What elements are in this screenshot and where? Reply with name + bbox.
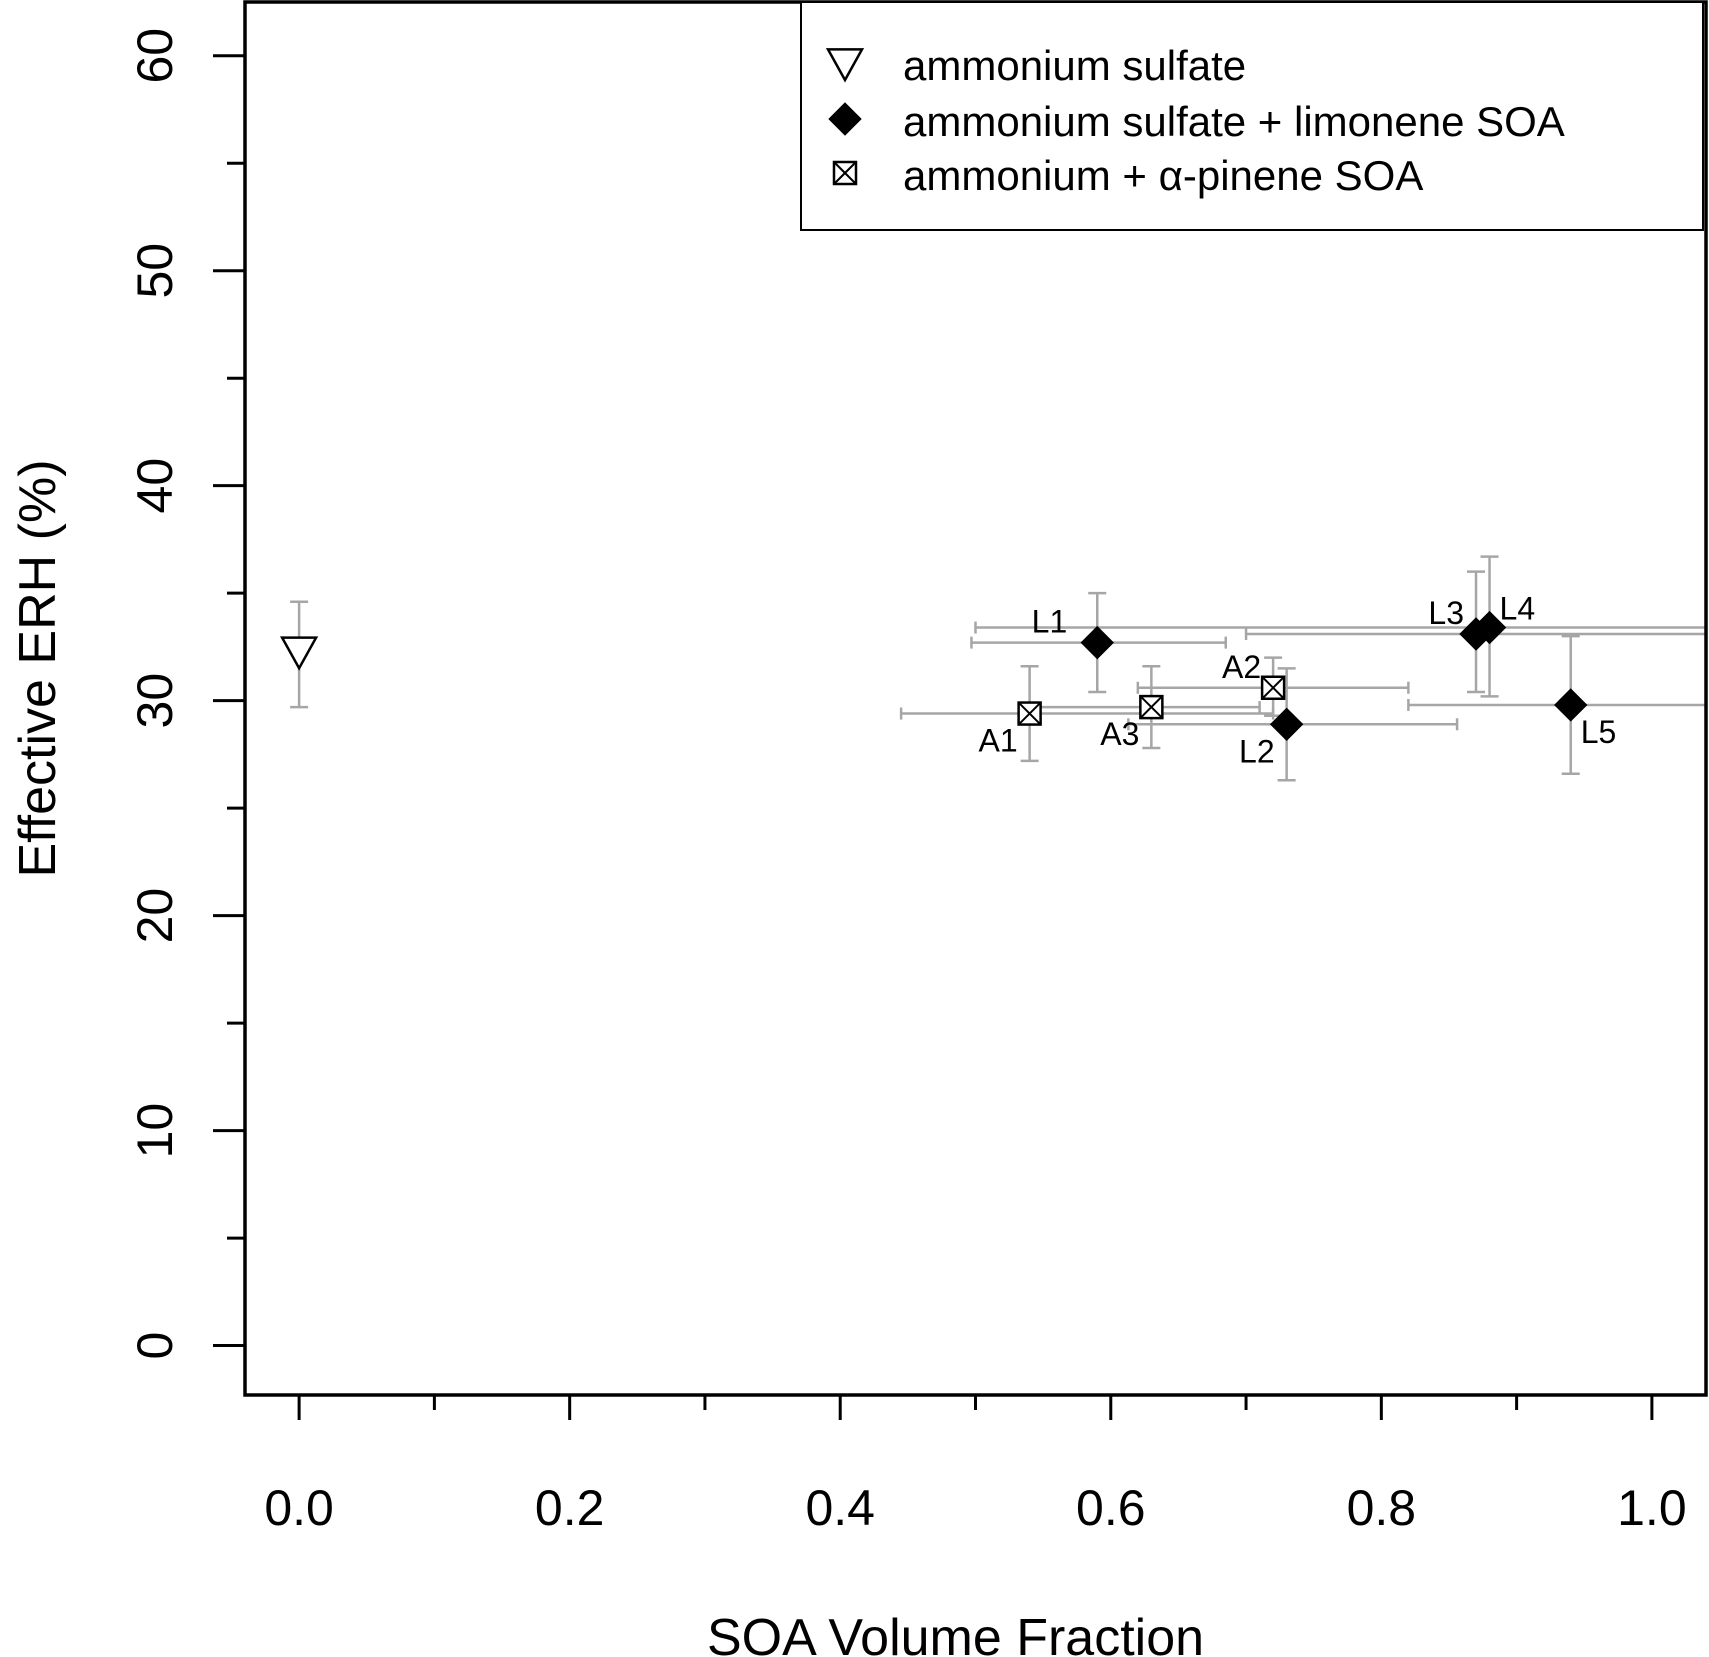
point-label-a1: A1 (978, 723, 1017, 759)
data-point (1554, 688, 1588, 722)
point-label-a2: A2 (1222, 649, 1261, 685)
legend-box (800, 1, 1704, 231)
y-tick-label: 30 (127, 673, 183, 729)
data-point (1269, 707, 1304, 742)
data-point-cross (1139, 695, 1164, 719)
y-axis-title: Effective ERH (%) (9, 459, 67, 877)
point-label-l1: L1 (1032, 604, 1068, 640)
x-tick-label: 0.0 (264, 1480, 334, 1536)
x-tick-label: 0.8 (1347, 1480, 1417, 1536)
point-label-l2: L2 (1239, 733, 1275, 769)
y-tick-label: 60 (127, 28, 183, 84)
x-tick-label: 1.0 (1617, 1480, 1687, 1536)
data-markers (279, 610, 1588, 742)
point-label-a3: A3 (1100, 716, 1139, 752)
data-point (1472, 610, 1507, 645)
legend-entry: ammonium sulfate (903, 42, 1246, 89)
legend: ammonium sulfate ammonium sulfate + limon… (800, 1, 1704, 231)
legend-entry: ammonium + α-pinene SOA (903, 152, 1423, 199)
legend-entry: ammonium sulfate + limonene SOA (903, 98, 1565, 145)
y-tick-label: 0 (127, 1332, 183, 1360)
data-point (279, 636, 319, 671)
y-tick-label: 20 (127, 888, 183, 944)
x-tick-label: 0.4 (805, 1480, 875, 1536)
legend-marker-cross (833, 161, 857, 185)
legend-marker (825, 48, 865, 83)
point-label-l3: L3 (1428, 595, 1464, 631)
x-axis-title: SOA Volume Fraction (707, 1609, 1204, 1657)
y-tick-label: 50 (127, 243, 183, 299)
legend-marker (828, 102, 862, 136)
y-tick-label: 10 (127, 1103, 183, 1159)
data-point-cross (1017, 701, 1042, 726)
axes: 0.0 0.2 0.4 0.6 0.8 1.0 0 10 20 30 40 50 60 (127, 0, 1708, 1536)
y-tick-label: 40 (127, 458, 183, 514)
x-tick-label: 0.6 (1076, 1480, 1146, 1536)
x-tick-label: 0.2 (535, 1480, 605, 1536)
point-label-l4: L4 (1500, 591, 1536, 627)
data-point-cross (1261, 676, 1285, 700)
point-labels: L1 L2 L3 L4 L5 A1 A2 A3 (978, 591, 1616, 770)
point-label-l5: L5 (1581, 714, 1617, 750)
data-point (1080, 625, 1114, 660)
